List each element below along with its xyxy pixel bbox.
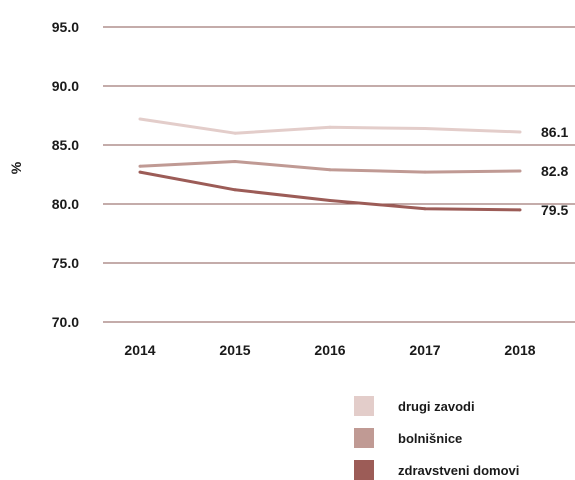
data-point bbox=[138, 164, 142, 168]
x-tick-label: 2018 bbox=[504, 342, 535, 358]
legend-swatch bbox=[354, 428, 374, 448]
y-tick-label: 90.0 bbox=[52, 78, 79, 94]
y-tick-label: 80.0 bbox=[52, 196, 79, 212]
y-tick-label: 75.0 bbox=[52, 255, 79, 271]
end-label: 82.8 bbox=[541, 163, 568, 179]
data-point bbox=[233, 160, 237, 163]
data-point bbox=[518, 130, 522, 134]
data-point bbox=[423, 127, 427, 130]
data-point bbox=[423, 170, 427, 174]
legend-swatch bbox=[354, 460, 374, 480]
y-tick-labels: 70.0 75.0 80.0 85.0 90.0 95.0 bbox=[52, 19, 79, 330]
x-tick-labels: 2014 2015 2016 2017 2018 bbox=[124, 342, 535, 358]
end-labels: 86.1 82.8 79.5 bbox=[541, 124, 568, 218]
data-point bbox=[328, 168, 332, 172]
end-label: 79.5 bbox=[541, 202, 568, 218]
y-tick-label: 95.0 bbox=[52, 19, 79, 35]
data-point bbox=[233, 188, 237, 192]
x-tick-label: 2016 bbox=[314, 342, 345, 358]
y-tick-label: 70.0 bbox=[52, 314, 79, 330]
data-point bbox=[328, 199, 332, 202]
end-label: 86.1 bbox=[541, 124, 568, 140]
y-tick-label: 85.0 bbox=[52, 137, 79, 153]
data-point bbox=[518, 169, 522, 173]
data-point bbox=[518, 208, 522, 212]
data-point bbox=[138, 170, 142, 174]
legend-label: bolnišnice bbox=[398, 431, 462, 446]
x-tick-label: 2015 bbox=[219, 342, 250, 358]
data-point bbox=[423, 207, 427, 211]
legend-swatch bbox=[354, 396, 374, 416]
legend-label: zdravstveni domovi bbox=[398, 463, 519, 478]
legend-label: drugi zavodi bbox=[398, 399, 475, 414]
y-axis-label: % bbox=[8, 161, 24, 174]
data-point bbox=[138, 117, 142, 121]
x-tick-label: 2017 bbox=[409, 342, 440, 358]
gridlines bbox=[103, 26, 575, 323]
data-point bbox=[233, 131, 237, 135]
legend: drugi zavodi bolnišnice zdravstveni domovi bbox=[354, 396, 519, 480]
series-lines bbox=[138, 117, 522, 212]
x-tick-label: 2014 bbox=[124, 342, 155, 358]
data-point bbox=[328, 125, 332, 129]
